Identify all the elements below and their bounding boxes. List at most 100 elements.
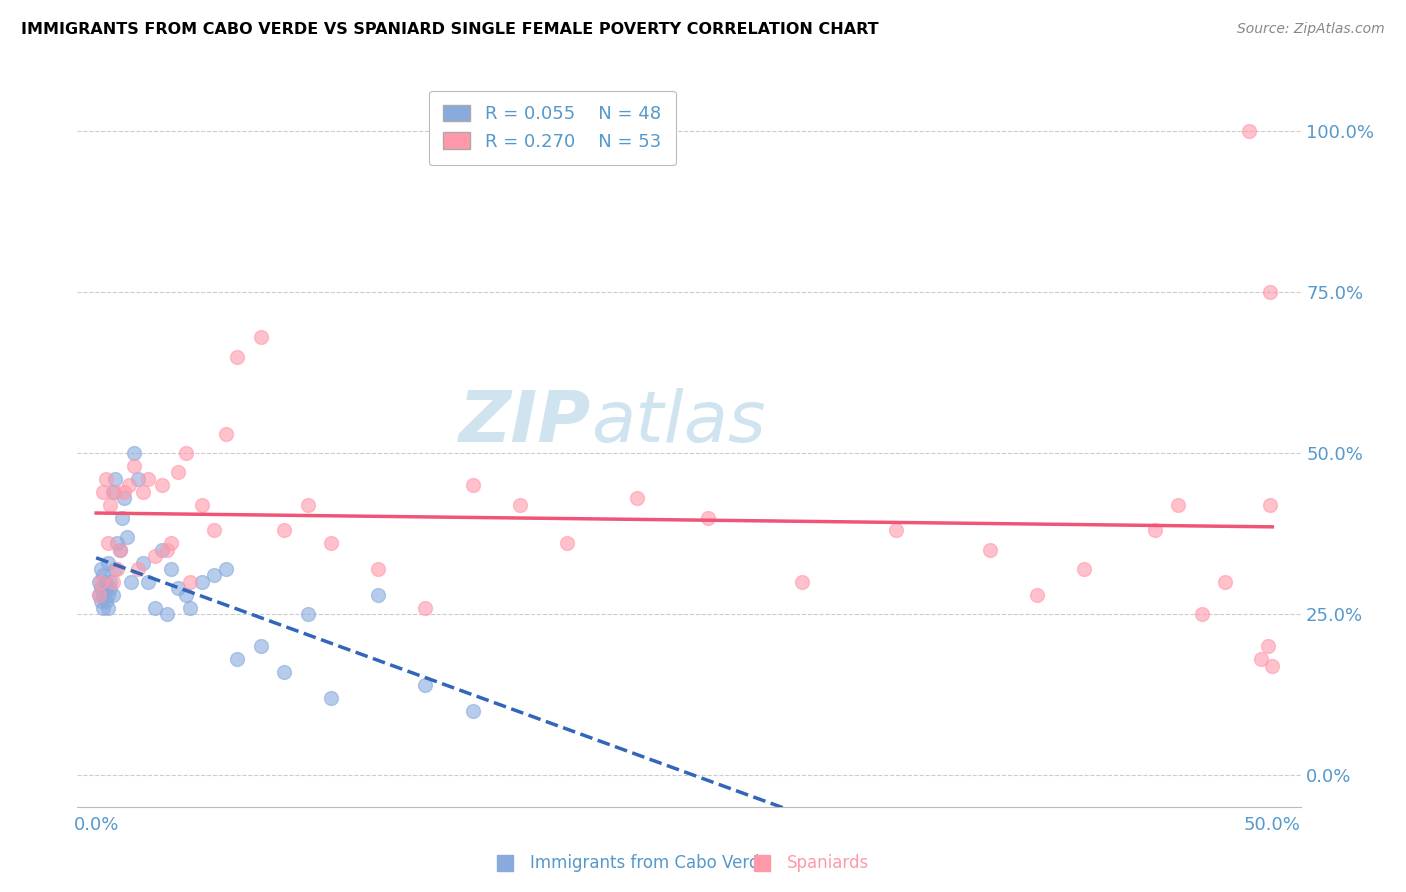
Point [1073, 562, 1095, 576]
Point [97, 536, 120, 550]
Text: ZIP: ZIP [458, 388, 591, 457]
Point [250, 330, 273, 344]
Point [509, 498, 531, 512]
Point [174, 446, 197, 460]
Text: Source: ZipAtlas.com: Source: ZipAtlas.com [1237, 22, 1385, 37]
Point [979, 542, 1001, 557]
Point [136, 574, 159, 589]
Point [1026, 588, 1049, 602]
Point [104, 484, 127, 499]
Point [1213, 574, 1236, 589]
Point [143, 600, 166, 615]
Point [156, 607, 179, 621]
Point [98, 498, 121, 512]
Point [98, 582, 121, 596]
Point [105, 536, 128, 550]
Point [108, 542, 131, 557]
Point [790, 574, 813, 589]
Text: IMMIGRANTS FROM CABO VERDE VS SPANIARD SINGLE FEMALE POVERTY CORRELATION CHART: IMMIGRANTS FROM CABO VERDE VS SPANIARD S… [21, 22, 879, 37]
Point [321, 536, 343, 550]
Point [94, 472, 117, 486]
Point [87, 588, 110, 602]
Point [87, 588, 110, 602]
Point [115, 530, 138, 544]
Point [105, 562, 128, 576]
Point [160, 536, 183, 550]
Text: Spaniards: Spaniards [787, 854, 869, 871]
Point [226, 350, 249, 364]
Point [91, 588, 114, 602]
Point [1237, 124, 1260, 138]
Point [104, 562, 127, 576]
Point [136, 472, 159, 486]
Point [367, 562, 389, 576]
Point [132, 484, 155, 499]
Point [191, 498, 214, 512]
Point [415, 600, 437, 615]
Point [174, 588, 197, 602]
Point [91, 600, 114, 615]
Point [120, 574, 142, 589]
Point [122, 446, 145, 460]
Point [273, 665, 295, 679]
Point [104, 472, 127, 486]
Point [90, 562, 112, 576]
Point [97, 588, 120, 602]
Point [101, 484, 124, 499]
Point [321, 690, 343, 705]
Point [94, 594, 117, 608]
Point [1191, 607, 1213, 621]
Point [127, 472, 149, 486]
Point [179, 600, 201, 615]
Point [112, 484, 135, 499]
Point [132, 556, 155, 570]
Point [91, 568, 114, 582]
Point [91, 484, 114, 499]
Point [214, 562, 236, 576]
Point [461, 704, 484, 718]
Point [179, 574, 201, 589]
Point [97, 600, 120, 615]
Text: atlas: atlas [591, 388, 766, 457]
Point [160, 562, 183, 576]
Point [90, 594, 112, 608]
Point [101, 574, 124, 589]
Point [202, 524, 225, 538]
Legend: R = 0.055    N = 48, R = 0.270    N = 53: R = 0.055 N = 48, R = 0.270 N = 53 [429, 91, 675, 165]
Point [108, 542, 131, 557]
Point [1258, 498, 1281, 512]
Point [143, 549, 166, 564]
Point [297, 607, 319, 621]
Point [127, 562, 149, 576]
Point [1258, 285, 1281, 300]
Point [191, 574, 214, 589]
Point [202, 568, 225, 582]
Point [94, 574, 117, 589]
Point [250, 640, 273, 654]
Point [167, 582, 190, 596]
Point [167, 466, 190, 480]
Point [94, 582, 117, 596]
Point [112, 491, 135, 506]
Point [1143, 524, 1166, 538]
Point [101, 588, 124, 602]
Point [122, 458, 145, 473]
Point [626, 491, 648, 506]
Point [1257, 640, 1279, 654]
Point [150, 478, 173, 492]
Point [118, 478, 141, 492]
Point [90, 582, 112, 596]
Point [156, 542, 179, 557]
Point [884, 524, 907, 538]
Point [214, 426, 236, 441]
Point [696, 510, 718, 524]
Point [297, 498, 319, 512]
Point [367, 588, 389, 602]
Point [87, 574, 110, 589]
Text: Immigrants from Cabo Verde: Immigrants from Cabo Verde [530, 854, 769, 871]
Point [150, 542, 173, 557]
Point [111, 510, 134, 524]
Point [461, 478, 484, 492]
Point [1261, 658, 1284, 673]
Point [90, 574, 112, 589]
